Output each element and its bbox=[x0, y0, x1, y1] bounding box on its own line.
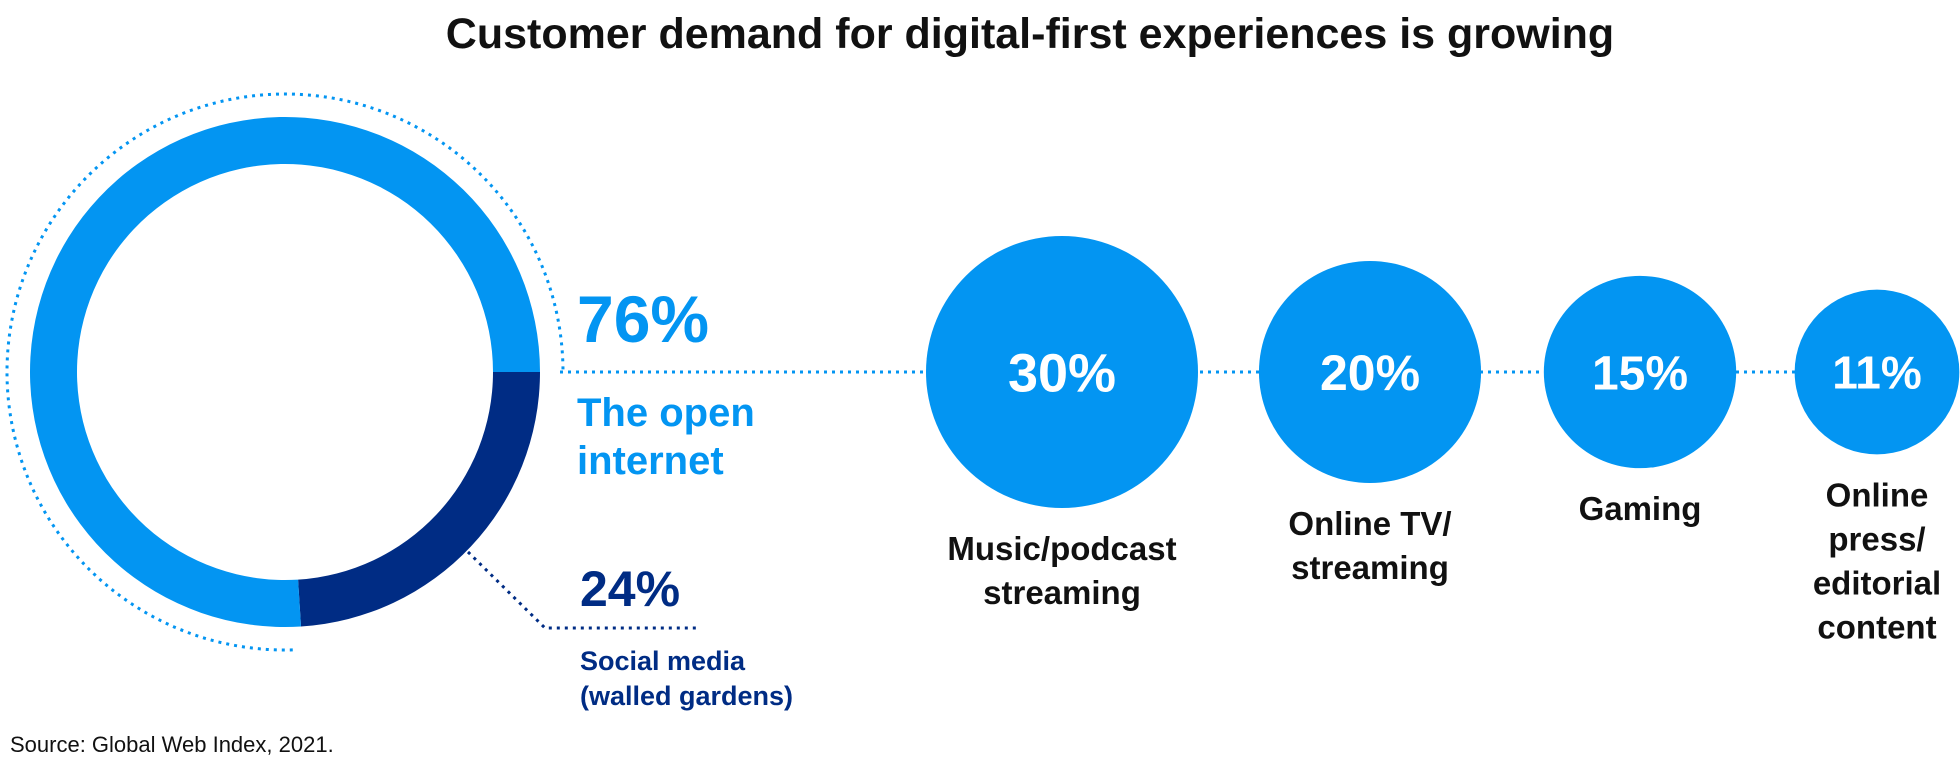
bubble-chart: 30% Music/podcast streaming 20% Online TV/st… bbox=[560, 236, 1960, 645]
open-internet-label: internet bbox=[577, 439, 724, 483]
bubble-value-2: 15% bbox=[1592, 347, 1688, 400]
open-internet-label: The open bbox=[577, 391, 755, 435]
social-media-label: (walled gardens) bbox=[580, 681, 793, 711]
social-media-label: Social media bbox=[580, 646, 746, 676]
bubble-2 bbox=[1543, 275, 1737, 469]
bubble-label-0: streaming bbox=[983, 574, 1141, 611]
bubble-label-2: Gaming bbox=[1579, 490, 1702, 527]
chart-title: Customer demand for digital-first experi… bbox=[446, 10, 1614, 58]
open-internet-value: 76% bbox=[577, 282, 709, 356]
bubble-label-3: press/ bbox=[1828, 520, 1925, 557]
bubble-label-1: Online TV/ bbox=[1288, 505, 1451, 542]
bubble-value-1: 20% bbox=[1320, 345, 1420, 401]
open-internet-dotted-arc bbox=[5, 92, 565, 652]
donut-slice-social-media bbox=[298, 372, 540, 627]
bubble-label-3: Online bbox=[1826, 476, 1929, 513]
source-note: Source: Global Web Index, 2021. bbox=[10, 732, 334, 757]
social-media-value: 24% bbox=[580, 561, 680, 617]
bubble-value-3: 11% bbox=[1832, 347, 1922, 399]
bubble-3 bbox=[1794, 289, 1960, 455]
bubble-label-3: editorial bbox=[1813, 564, 1941, 601]
bubble-label-3: content bbox=[1817, 608, 1936, 645]
bubble-1 bbox=[1258, 260, 1482, 484]
bubble-0 bbox=[926, 236, 1198, 508]
bubble-label-0: Music/podcast bbox=[947, 530, 1176, 567]
bubble-value-0: 30% bbox=[1008, 343, 1116, 403]
bubble-label-1: streaming bbox=[1291, 549, 1449, 586]
